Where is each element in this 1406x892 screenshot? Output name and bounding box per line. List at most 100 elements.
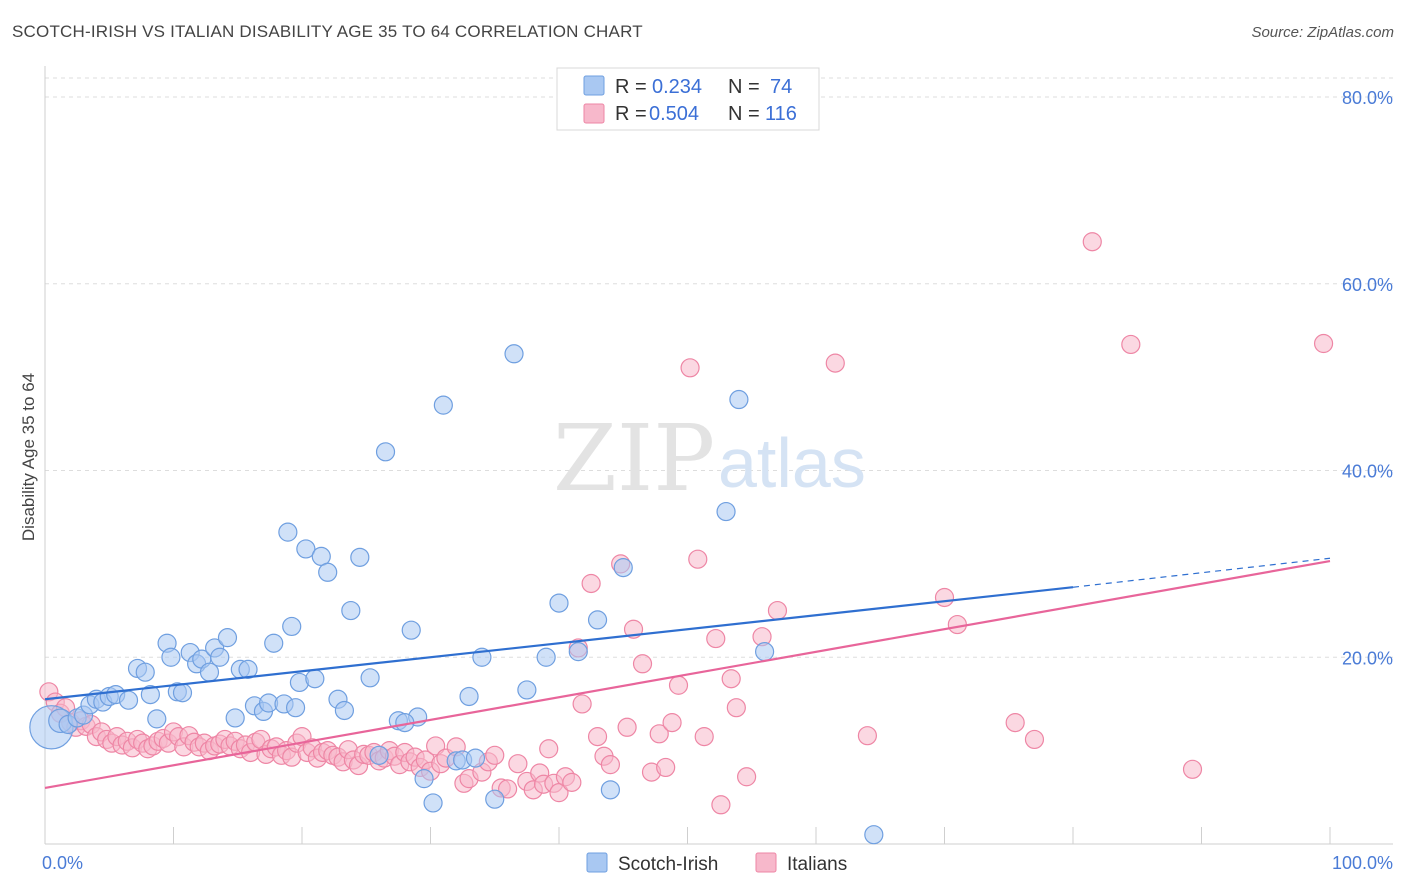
data-point bbox=[334, 700, 355, 721]
data-point bbox=[225, 708, 245, 728]
data-point bbox=[210, 647, 230, 667]
data-point bbox=[414, 769, 434, 789]
data-point bbox=[721, 669, 741, 689]
grid-lines bbox=[45, 77, 1393, 658]
y-tick-label: 80.0% bbox=[1342, 88, 1393, 108]
correlation-legend: R = 0.234 N = 74 R = 0.504 N = 116 bbox=[556, 67, 820, 131]
data-point bbox=[600, 780, 621, 800]
data-point bbox=[688, 549, 708, 569]
legend-n-value-scotch-irish: 74 bbox=[770, 76, 792, 98]
data-point bbox=[318, 562, 338, 582]
data-point bbox=[172, 683, 193, 703]
data-point bbox=[568, 642, 588, 662]
data-point bbox=[360, 668, 380, 688]
data-point bbox=[572, 694, 592, 714]
data-point bbox=[264, 633, 284, 653]
data-point bbox=[562, 772, 582, 792]
legend-n-label: N = bbox=[728, 76, 760, 98]
data-point bbox=[600, 755, 621, 775]
x-tick-label: 0.0% bbox=[42, 853, 83, 873]
data-point bbox=[729, 389, 749, 410]
series-scotch-irish bbox=[29, 344, 884, 845]
data-point bbox=[1024, 729, 1045, 750]
data-points bbox=[29, 232, 1334, 845]
legend-r-value-scotch-irish: 0.234 bbox=[652, 76, 702, 98]
trend-lines bbox=[44, 557, 1331, 790]
data-point bbox=[825, 353, 845, 373]
data-point bbox=[459, 686, 479, 707]
data-point bbox=[864, 825, 884, 845]
tick-labels: 20.0% 40.0% 60.0% 80.0% 0.0% 100.0% bbox=[42, 88, 1393, 873]
data-point bbox=[711, 795, 731, 815]
data-point bbox=[632, 654, 653, 674]
data-point bbox=[767, 600, 788, 621]
data-point bbox=[1082, 232, 1102, 252]
data-point bbox=[140, 684, 160, 705]
data-point bbox=[549, 593, 569, 613]
data-point bbox=[613, 558, 633, 578]
data-point bbox=[498, 779, 518, 799]
data-point bbox=[285, 698, 306, 718]
data-point bbox=[706, 628, 726, 649]
data-point bbox=[656, 757, 676, 778]
x-tick-label: 100.0% bbox=[1332, 853, 1393, 873]
bottom-legend-label-italians: Italians bbox=[787, 854, 847, 875]
data-point bbox=[662, 713, 682, 733]
data-point bbox=[857, 726, 878, 746]
data-point bbox=[581, 573, 601, 594]
trend-line-italians bbox=[44, 559, 1331, 790]
bottom-legend-label-scotch-irish: Scotch-Irish bbox=[618, 854, 718, 875]
data-point bbox=[680, 358, 700, 378]
bottom-legend-swatch-scotch-irish bbox=[586, 852, 608, 873]
source-label: Source: ZipAtlas.com bbox=[1251, 24, 1394, 41]
bottom-legend-swatch-italians bbox=[755, 852, 777, 873]
data-point bbox=[504, 344, 524, 364]
trend-line-scotch-irish bbox=[44, 586, 1074, 701]
data-point bbox=[934, 587, 955, 608]
y-tick-label: 20.0% bbox=[1342, 648, 1393, 668]
data-point bbox=[433, 395, 453, 415]
legend-r-label: R = bbox=[615, 76, 647, 98]
data-point bbox=[1005, 713, 1025, 733]
data-point bbox=[423, 793, 443, 813]
legend-swatch-scotch-irish bbox=[583, 75, 605, 96]
data-point bbox=[118, 690, 139, 710]
data-point bbox=[617, 717, 637, 737]
data-point bbox=[668, 675, 689, 695]
legend-r-value-italians: 0.504 bbox=[649, 103, 699, 125]
data-point bbox=[161, 647, 181, 667]
data-point bbox=[401, 620, 421, 640]
data-point bbox=[217, 628, 238, 648]
data-point bbox=[1313, 333, 1334, 354]
data-point bbox=[1121, 334, 1141, 355]
data-point bbox=[587, 727, 608, 747]
data-point bbox=[737, 767, 757, 787]
data-point bbox=[1182, 759, 1203, 779]
legend-r-label: R = bbox=[615, 103, 647, 125]
data-point bbox=[539, 739, 559, 759]
data-point bbox=[278, 522, 298, 542]
data-point bbox=[694, 727, 714, 747]
legend-n-label: N = bbox=[728, 103, 760, 125]
series-legend: Scotch-Irish Italians bbox=[586, 852, 847, 875]
data-point bbox=[947, 614, 967, 635]
data-point bbox=[726, 698, 746, 718]
data-point bbox=[305, 669, 325, 689]
data-point bbox=[296, 539, 316, 559]
data-point bbox=[238, 659, 258, 679]
data-point bbox=[350, 547, 370, 567]
data-point bbox=[485, 745, 505, 765]
watermark-zip: ZIP bbox=[553, 405, 715, 512]
data-point bbox=[485, 789, 505, 809]
chart-title: SCOTCH-IRISH VS ITALIAN DISABILITY AGE 3… bbox=[12, 22, 643, 41]
data-point bbox=[135, 662, 155, 682]
y-tick-label: 40.0% bbox=[1342, 462, 1393, 482]
data-point bbox=[375, 442, 396, 462]
data-point bbox=[465, 748, 486, 768]
data-point bbox=[341, 600, 361, 621]
y-tick-label: 60.0% bbox=[1342, 275, 1393, 295]
data-point bbox=[508, 754, 528, 774]
legend-n-value-italians: 116 bbox=[765, 103, 797, 125]
data-point bbox=[369, 745, 389, 765]
